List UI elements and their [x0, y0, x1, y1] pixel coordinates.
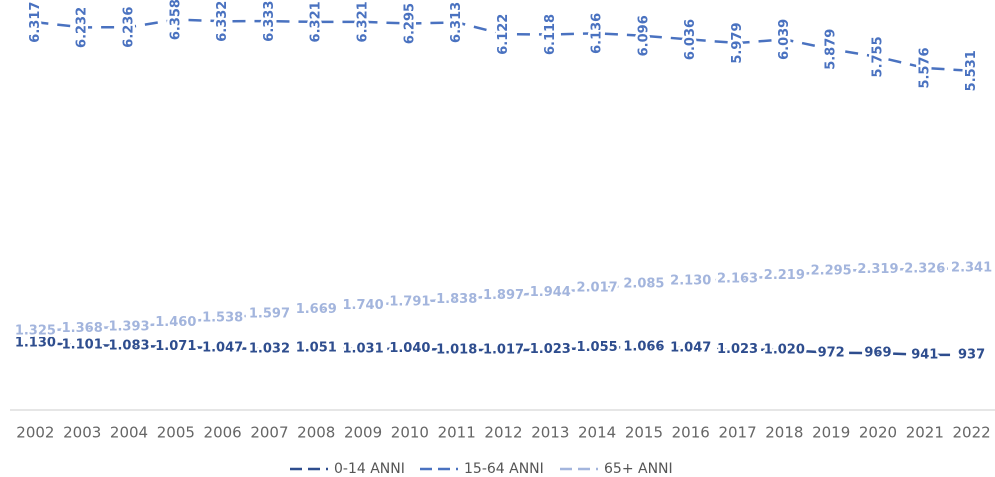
x-tick-label: 2022	[953, 424, 991, 442]
data-label: 1.023	[717, 342, 758, 357]
data-label: 1.071	[155, 339, 196, 354]
data-label: 2.163	[717, 272, 758, 287]
x-tick-label: 2003	[63, 424, 101, 442]
data-label: 6.313	[449, 2, 464, 43]
legend-label: 65+ ANNI	[604, 461, 673, 477]
data-label: 6.136	[590, 13, 605, 54]
data-label: 1.740	[343, 298, 384, 313]
data-label: 1.791	[389, 295, 430, 310]
data-label: 6.122	[496, 14, 511, 55]
data-label: 6.295	[402, 3, 417, 44]
x-tick-label: 2019	[812, 424, 850, 442]
data-label: 5.576	[917, 47, 932, 88]
legend-label: 15-64 ANNI	[464, 461, 544, 477]
x-tick-label: 2009	[344, 424, 382, 442]
data-label: 6.358	[168, 0, 183, 40]
data-label: 1.368	[62, 321, 103, 336]
data-label: 1.838	[436, 292, 477, 307]
data-label: 2.219	[764, 268, 805, 283]
data-label: 5.879	[824, 29, 839, 70]
data-label: 2.326	[904, 262, 945, 277]
x-tick-label: 2010	[391, 424, 429, 442]
data-label: 6.333	[262, 1, 277, 42]
data-label: 1.101	[62, 337, 103, 352]
data-label: 6.332	[215, 1, 230, 42]
data-label: 937	[958, 348, 985, 363]
data-label: 6.039	[777, 19, 792, 60]
data-label: 6.321	[309, 1, 324, 42]
series-line	[35, 266, 972, 333]
data-label: 1.055	[577, 340, 618, 355]
x-tick-label: 2015	[625, 424, 663, 442]
data-label: 6.232	[75, 7, 90, 48]
data-label: 6.096	[636, 15, 651, 56]
data-label: 941	[911, 347, 938, 362]
x-tick-label: 2018	[765, 424, 803, 442]
data-label: 6.317	[28, 2, 43, 43]
data-label: 2.319	[857, 262, 898, 277]
data-label: 1.130	[15, 336, 56, 351]
data-label: 1.051	[296, 340, 337, 355]
data-label: 1.031	[343, 342, 384, 357]
data-label: 6.236	[122, 7, 137, 48]
data-label: 2.085	[623, 276, 664, 291]
x-tick-label: 2004	[110, 424, 148, 442]
data-label: 972	[818, 345, 845, 360]
data-label: 1.047	[202, 341, 243, 356]
legend-label: 0-14 ANNI	[334, 461, 405, 477]
data-label: 6.118	[543, 14, 558, 55]
data-label: 1.897	[483, 288, 524, 303]
series-line	[35, 341, 972, 357]
data-label: 1.032	[249, 342, 290, 357]
series-line	[35, 18, 972, 73]
data-label: 1.020	[764, 342, 805, 357]
data-label: 1.017	[483, 343, 524, 358]
data-label: 5.755	[870, 36, 885, 77]
data-label: 1.597	[249, 307, 290, 322]
x-tick-label: 2002	[16, 424, 54, 442]
data-label: 2.341	[951, 261, 992, 276]
data-label: 1.066	[623, 340, 664, 355]
data-label: 1.538	[202, 310, 243, 325]
x-tick-label: 2007	[250, 424, 288, 442]
x-tick-label: 2013	[531, 424, 569, 442]
data-label: 5.531	[964, 50, 979, 91]
data-label: 6.321	[356, 1, 371, 42]
x-tick-label: 2017	[718, 424, 756, 442]
x-tick-label: 2011	[438, 424, 476, 442]
data-label: 1.393	[108, 319, 149, 334]
x-tick-label: 2006	[204, 424, 242, 442]
x-tick-label: 2021	[906, 424, 944, 442]
data-label: 6.036	[683, 19, 698, 60]
data-label: 1.325	[15, 324, 56, 339]
data-label: 2.017	[577, 281, 618, 296]
x-tick-label: 2008	[297, 424, 335, 442]
data-label: 1.018	[436, 343, 477, 358]
data-label: 1.047	[670, 341, 711, 356]
data-label: 1.083	[108, 338, 149, 353]
data-label: 5.979	[730, 22, 745, 63]
data-label: 1.023	[530, 342, 571, 357]
data-label: 1.460	[155, 315, 196, 330]
data-label: 1.669	[296, 302, 337, 317]
data-label: 1.944	[530, 285, 571, 300]
x-tick-label: 2016	[672, 424, 710, 442]
x-tick-label: 2012	[484, 424, 522, 442]
data-label: 2.295	[811, 263, 852, 278]
data-label: 2.130	[670, 274, 711, 289]
data-label: 1.040	[389, 341, 430, 356]
x-tick-label: 2020	[859, 424, 897, 442]
x-tick-label: 2014	[578, 424, 616, 442]
data-label: 969	[864, 346, 891, 361]
x-tick-label: 2005	[157, 424, 195, 442]
